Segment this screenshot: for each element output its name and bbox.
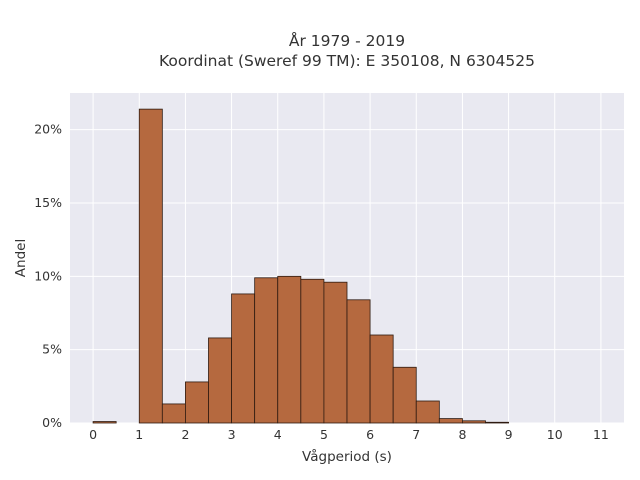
histogram-bar <box>392 366 417 424</box>
histogram-bar <box>138 108 163 424</box>
histogram-bar <box>462 420 486 424</box>
histogram-bar <box>300 278 325 424</box>
histogram-bar <box>231 293 256 424</box>
x-tick-label: 11 <box>593 427 609 442</box>
x-tick-label: 8 <box>458 427 466 442</box>
histogram-bar <box>346 299 371 424</box>
histogram-bar <box>185 381 209 424</box>
x-tick-label: 3 <box>228 427 236 442</box>
x-tick-label: 1 <box>135 427 143 442</box>
histogram-bar <box>323 281 348 424</box>
x-tick-label: 9 <box>505 427 513 442</box>
x-tick-label: 4 <box>274 427 282 442</box>
y-tick-label: 5% <box>42 342 62 357</box>
chart-title-line-1: År 1979 - 2019 <box>289 31 405 50</box>
histogram-bar <box>254 277 279 424</box>
x-tick-labels: 0 1 2 3 4 5 6 7 8 9 10 11 <box>89 427 609 442</box>
histogram-bar <box>369 334 394 424</box>
histogram-bar <box>485 421 509 424</box>
x-tick-label: 10 <box>547 427 563 442</box>
histogram-bar <box>277 275 302 424</box>
x-tick-label: 0 <box>89 427 97 442</box>
histogram-bar <box>161 403 186 424</box>
y-tick-label: 0% <box>42 415 62 430</box>
y-tick-labels: 0% 5% 10% 15% 20% <box>34 122 62 430</box>
x-tick-label: 5 <box>320 427 328 442</box>
x-tick-label: 7 <box>412 427 420 442</box>
y-axis-label: Andel <box>13 239 29 277</box>
histogram-bar <box>208 337 232 424</box>
x-tick-label: 2 <box>181 427 189 442</box>
histogram-bar <box>415 400 440 424</box>
x-axis-label: Vågperiod (s) <box>302 448 392 465</box>
y-tick-label: 20% <box>34 122 62 137</box>
y-tick-label: 10% <box>34 268 62 283</box>
chart-title-line-2: Koordinat (Sweref 99 TM): E 350108, N 63… <box>159 52 535 70</box>
bars-group <box>92 108 509 424</box>
histogram-bar <box>92 421 117 424</box>
x-tick-label: 6 <box>366 427 374 442</box>
y-tick-label: 15% <box>34 195 62 210</box>
histogram-bar <box>438 418 463 424</box>
